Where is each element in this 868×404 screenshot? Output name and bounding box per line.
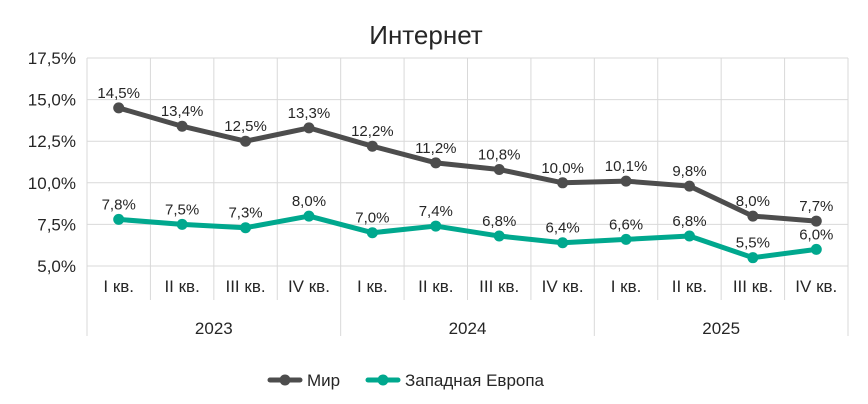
data-label: 10,8% (478, 146, 521, 163)
data-point (430, 157, 442, 169)
x-tick-label: III кв. (479, 277, 519, 296)
data-point (176, 218, 188, 230)
data-labels: 14,5% 13,4% 12,5% 13,3% 12,2% 11,2% 10,8% 10,0%… (97, 85, 833, 252)
legend-label: Западная Европа (405, 371, 545, 390)
series-line (116, 105, 819, 224)
data-point (493, 230, 505, 242)
data-point (747, 210, 759, 222)
data-label: 7,4% (419, 203, 453, 220)
series (113, 102, 822, 264)
data-point (303, 210, 315, 222)
data-point (747, 252, 759, 264)
data-point (113, 102, 125, 114)
data-label: 7,5% (165, 201, 199, 218)
x-tick-label: I кв. (611, 277, 642, 296)
data-point (430, 220, 442, 232)
data-point (557, 237, 569, 249)
axes: 5,0% 7,5% 10,0% 12,5% 15,0% 17,5% I кв. II кв. I… (28, 49, 849, 338)
data-point (493, 163, 505, 175)
data-point (620, 233, 632, 245)
data-label: 10,1% (605, 158, 648, 175)
x-tick-label: II кв. (164, 277, 199, 296)
data-point (810, 215, 822, 227)
legend-swatch-marker (279, 374, 291, 386)
data-point (810, 243, 822, 255)
series-line (116, 213, 819, 261)
data-label: 14,5% (97, 85, 140, 102)
data-label: 8,0% (736, 193, 770, 210)
x-tick-label: IV кв. (542, 277, 584, 296)
data-label: 6,6% (609, 216, 643, 233)
y-tick-label: 17,5% (28, 49, 76, 68)
data-point (620, 175, 632, 187)
data-label: 7,3% (228, 205, 262, 222)
data-point (113, 213, 125, 225)
x-tick-label: IV кв. (795, 277, 837, 296)
data-point (240, 135, 252, 147)
data-label: 7,0% (355, 210, 389, 227)
y-tick-label: 12,5% (28, 132, 76, 151)
legend-swatch-marker (377, 374, 389, 386)
data-label: 6,0% (799, 226, 833, 243)
data-label: 13,3% (288, 105, 331, 122)
data-point (557, 177, 569, 189)
data-label: 6,4% (546, 220, 580, 237)
data-label: 9,8% (672, 163, 706, 180)
data-point (303, 122, 315, 134)
y-tick-label: 5,0% (37, 257, 76, 276)
year-label: 2023 (195, 319, 233, 338)
data-label: 6,8% (672, 213, 706, 230)
data-point (366, 227, 378, 239)
data-label: 13,4% (161, 103, 204, 120)
x-tick-label: III кв. (225, 277, 265, 296)
y-tick-label: 7,5% (37, 215, 76, 234)
x-tick-label: II кв. (418, 277, 453, 296)
data-label: 7,8% (102, 196, 136, 213)
data-point (240, 222, 252, 234)
year-label: 2024 (449, 319, 487, 338)
chart-title: Интернет (369, 20, 483, 50)
x-tick-label: I кв. (103, 277, 134, 296)
data-label: 10,0% (541, 160, 584, 177)
grid (86, 57, 849, 267)
x-tick-label: II кв. (672, 277, 707, 296)
y-tick-label: 10,0% (28, 174, 76, 193)
data-label: 12,5% (224, 118, 267, 135)
data-point (683, 230, 695, 242)
legend-label: Мир (307, 371, 340, 390)
data-point (176, 120, 188, 132)
data-label: 5,5% (736, 235, 770, 252)
year-label: 2025 (702, 319, 740, 338)
data-point (683, 180, 695, 192)
x-tick-label: IV кв. (288, 277, 330, 296)
data-label: 11,2% (415, 140, 456, 157)
data-label: 8,0% (292, 193, 326, 210)
x-tick-label: I кв. (357, 277, 388, 296)
data-label: 7,7% (799, 198, 833, 215)
legend: Мир Западная Европа (267, 371, 545, 390)
y-tick-label: 15,0% (28, 91, 76, 110)
data-label: 12,2% (351, 123, 394, 140)
data-label: 6,8% (482, 213, 516, 230)
x-tick-label: III кв. (733, 277, 773, 296)
data-point (366, 140, 378, 152)
